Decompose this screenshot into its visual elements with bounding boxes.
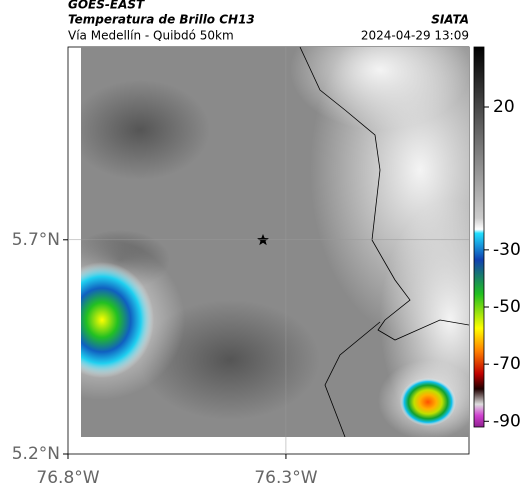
colorbar-tick-label: -70 — [493, 354, 521, 374]
title: GOES-EAST — [68, 0, 145, 12]
subtitle: Temperatura de Brillo CH13 — [68, 13, 255, 27]
y-tick-label: 5.7°N — [12, 230, 60, 250]
region: Vía Medellín - Quibdó 50km — [68, 29, 234, 43]
colorbar-tick-label: -30 — [493, 240, 521, 260]
datetime: 2024-04-29 13:09 — [361, 29, 469, 43]
satellite-image — [81, 47, 469, 437]
colorbar-tick-label: -90 — [493, 411, 521, 431]
x-tick-label: 76.8°W — [36, 468, 99, 488]
source: SIATA — [431, 13, 469, 27]
colorbar — [473, 46, 485, 428]
colorbar-tick-label: -50 — [493, 297, 521, 317]
colorbar-tick-label: 20 — [493, 97, 515, 117]
x-tick-label: 76.3°W — [254, 468, 317, 488]
header: GOES-EAST Temperatura de Brillo CH13 Vía… — [68, 0, 469, 43]
y-tick-label: 5.2°N — [12, 444, 60, 464]
